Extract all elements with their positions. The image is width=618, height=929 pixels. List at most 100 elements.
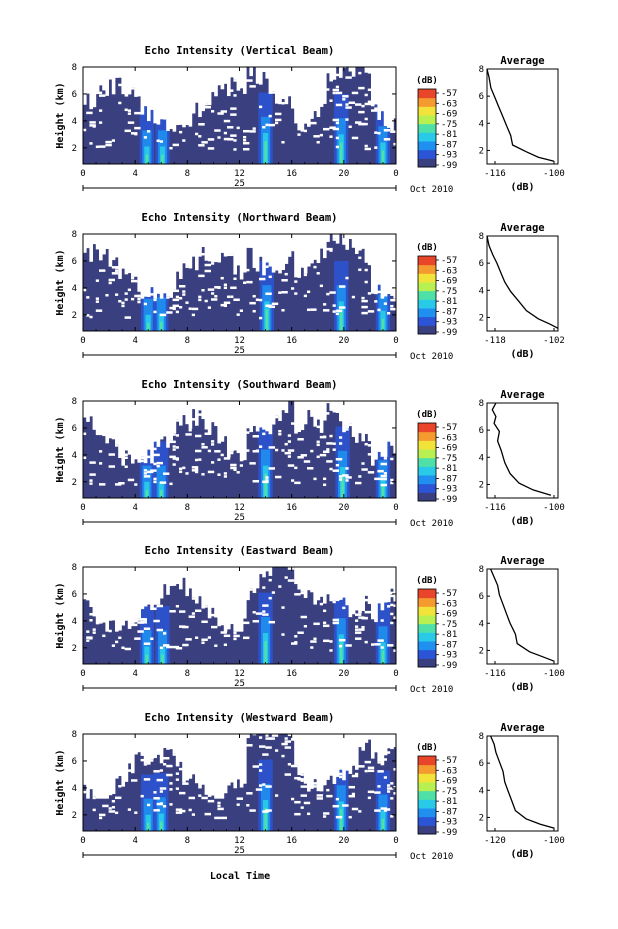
profile-x-tick-label: -100 [543,503,565,513]
no-echo-region [163,401,167,437]
colorbar-swatch [418,641,436,651]
no-echo-region [124,401,129,451]
no-echo-cell [159,790,163,793]
no-echo-region [201,567,205,609]
no-echo-region [227,67,231,97]
colorbar-tick-label: -57 [441,256,457,266]
no-echo-region [310,67,314,119]
colorbar-tick-label: -99 [441,495,457,505]
y-axis-label: Height (km) [54,416,66,482]
no-echo-cell [201,473,205,476]
no-echo-cell [185,301,189,304]
no-echo-region [374,67,378,105]
no-echo-cell [179,285,186,288]
no-echo-region [217,401,221,444]
no-echo-cell [259,736,263,739]
x-tick-label: 0 [80,169,85,179]
date-label: Oct 2010 [410,685,453,695]
no-echo-cell [329,99,333,102]
no-echo-region [262,567,266,578]
no-echo-cell [355,103,362,106]
no-echo-region [342,567,346,598]
no-echo-region [243,567,247,619]
colorbar-swatch [418,264,436,274]
no-echo-cell [326,460,333,463]
no-echo-region [345,401,349,429]
no-echo-cell [89,619,93,622]
no-echo-cell [300,615,307,619]
x-tick-label: 12 [234,169,245,179]
no-echo-cell [227,253,234,257]
no-echo-cell [143,475,151,478]
no-echo-region [326,234,330,242]
colorbar-swatch [418,423,436,433]
no-echo-cell [275,794,279,797]
no-echo-cell [175,295,179,299]
no-echo-cell [211,262,215,265]
no-echo-region [243,401,247,461]
day-label: 25 [234,179,245,189]
no-echo-region [281,234,285,271]
no-echo-cell [259,745,266,748]
no-echo-cell [310,308,317,311]
no-echo-cell [335,312,339,316]
no-echo-cell [172,433,176,436]
no-echo-cell [140,621,147,624]
no-echo-cell [355,631,362,634]
profile-y-tick-label: 4 [479,619,484,629]
no-echo-cell [355,625,359,628]
no-echo-cell [243,138,247,142]
no-echo-region [383,567,388,603]
no-echo-region [134,567,138,623]
no-echo-region [108,567,113,621]
colorbar-swatch [418,290,436,300]
no-echo-cell [233,277,237,281]
no-echo-cell [387,787,394,790]
date-label: Oct 2010 [410,519,453,529]
no-echo-cell [313,782,320,785]
profile-y-tick-label: 4 [479,119,484,129]
no-echo-region [105,567,109,632]
no-echo-cell [291,479,295,482]
no-echo-region [246,401,250,429]
no-echo-cell [339,285,346,288]
no-echo-cell [390,457,394,461]
no-echo-region [348,734,353,774]
echo-column [145,814,151,831]
no-echo-region [220,734,225,799]
no-echo-cell [227,295,231,299]
colorbar-swatch [418,658,436,668]
no-echo-cell [259,298,263,302]
no-echo-cell [393,616,396,619]
no-echo-region [150,67,154,110]
no-echo-cell [259,316,263,320]
no-echo-cell [99,813,106,817]
no-echo-region [99,567,103,624]
no-echo-region [271,401,276,425]
no-echo-cell [303,801,311,805]
no-echo-region [99,67,103,86]
no-echo-cell [361,625,365,629]
profile-x-tick-label: -102 [543,336,565,346]
no-echo-cell [211,298,218,301]
colorbar-frame [417,755,437,835]
no-echo-cell [127,478,135,482]
no-echo-cell [223,472,227,475]
no-echo-region [121,734,125,787]
no-echo-cell [307,290,311,294]
no-echo-region [323,734,327,786]
no-echo-region [111,234,116,261]
no-echo-region [316,67,321,117]
no-echo-cell [339,306,346,309]
no-echo-region [198,567,202,597]
profile-x-axis-label: (dB) [510,682,534,693]
no-echo-region [255,67,260,84]
no-echo-cell [243,147,250,151]
no-echo-cell [380,619,384,622]
no-echo-region [95,734,100,799]
no-echo-cell [351,295,355,299]
no-echo-cell [294,481,301,485]
no-echo-cell [127,121,135,124]
no-echo-cell [332,88,339,92]
no-echo-region [361,401,365,442]
